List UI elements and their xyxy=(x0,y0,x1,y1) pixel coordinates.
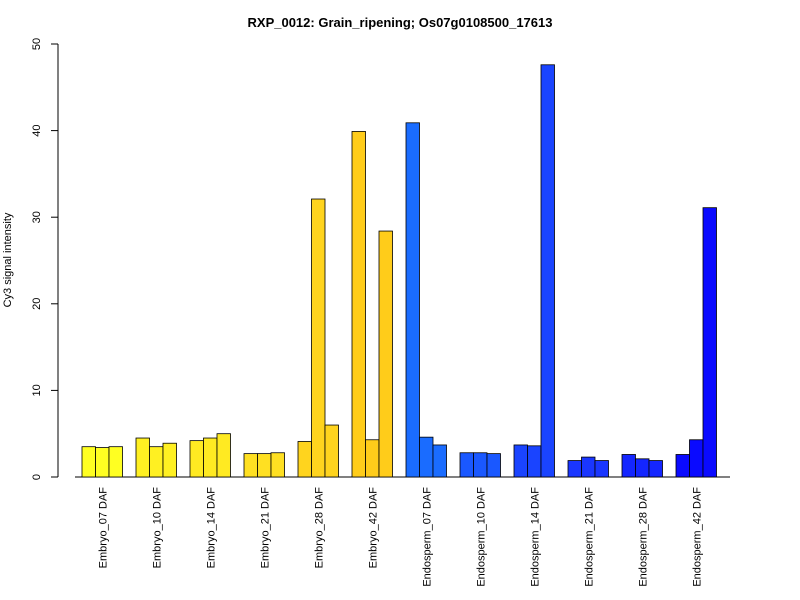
x-tick-label: Endosperm_10 DAF xyxy=(475,487,487,587)
bar xyxy=(540,64,555,478)
x-tick-label: Endosperm_28 DAF xyxy=(637,487,649,587)
bar xyxy=(108,446,123,478)
x-tick-label: Endosperm_21 DAF xyxy=(583,487,595,587)
bar xyxy=(95,447,110,478)
bar xyxy=(189,440,204,478)
bar xyxy=(648,460,663,478)
x-tick-label: Embryo_42 DAF xyxy=(367,487,379,569)
y-tick-label: 10 xyxy=(31,384,43,396)
y-ticks: 0 10 20 30 40 50 xyxy=(31,38,58,480)
x-tick-label: Embryo_14 DAF xyxy=(205,487,217,569)
bar xyxy=(419,436,434,478)
bar xyxy=(81,446,96,478)
y-tick-label: 30 xyxy=(31,211,43,223)
y-tick-label: 50 xyxy=(31,38,43,50)
bar xyxy=(324,424,339,478)
x-tick-label: Embryo_28 DAF xyxy=(313,487,325,569)
bar xyxy=(405,122,420,478)
bar xyxy=(527,445,542,478)
bar xyxy=(162,442,177,478)
bars xyxy=(81,64,717,478)
x-tick-label: Endosperm_07 DAF xyxy=(421,487,433,587)
x-tick-label: Endosperm_42 DAF xyxy=(691,487,703,587)
bar xyxy=(297,441,312,478)
bar xyxy=(594,460,609,478)
y-axis-label: Cy3 signal intensity xyxy=(2,212,14,307)
bar xyxy=(621,454,636,478)
bar xyxy=(135,437,150,478)
bar xyxy=(689,439,704,478)
bar xyxy=(459,452,474,478)
bar xyxy=(257,453,272,478)
bar xyxy=(311,198,326,478)
y-tick-label: 20 xyxy=(31,298,43,310)
bar xyxy=(581,456,596,478)
bar xyxy=(702,207,717,478)
bar xyxy=(513,444,528,478)
bar xyxy=(351,131,366,478)
y-tick-label: 0 xyxy=(31,474,43,480)
x-tick-label: Embryo_07 DAF xyxy=(97,487,109,569)
bar xyxy=(149,446,164,478)
x-tick-label: Endosperm_14 DAF xyxy=(529,487,541,587)
bar xyxy=(432,444,447,478)
bar xyxy=(486,453,501,478)
bar xyxy=(243,453,258,478)
bar xyxy=(378,230,393,478)
y-tick-label: 40 xyxy=(31,124,43,136)
x-tick-label: Embryo_21 DAF xyxy=(259,487,271,569)
bar xyxy=(567,460,582,478)
bar xyxy=(473,452,488,478)
bar xyxy=(365,439,380,478)
bar xyxy=(270,452,285,478)
bar xyxy=(675,454,690,478)
bar xyxy=(203,437,218,478)
bar xyxy=(635,458,650,478)
x-tick-label: Embryo_10 DAF xyxy=(151,487,163,569)
bar xyxy=(216,433,231,478)
x-tick-labels: Embryo_07 DAF Embryo_10 DAF Embryo_14 DAF E… xyxy=(97,487,703,587)
chart-title: RXP_0012: Grain_ripening; Os07g0108500_1… xyxy=(248,15,553,30)
